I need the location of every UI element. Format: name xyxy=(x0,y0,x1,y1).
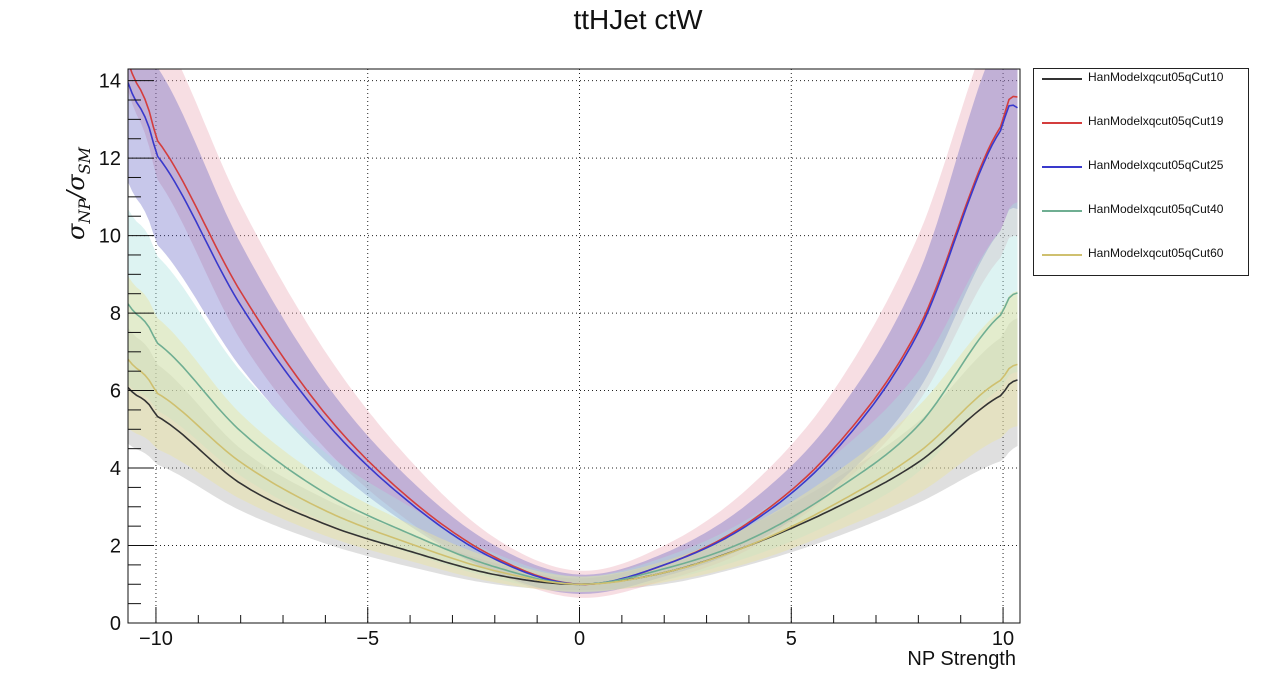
error-band xyxy=(128,276,1018,592)
plot-frame xyxy=(127,68,1021,624)
y-axis-label: σNP/σSM xyxy=(62,147,94,240)
error-band xyxy=(128,202,1018,592)
error-bands xyxy=(128,69,1018,598)
y-tick-label: 2 xyxy=(110,536,121,558)
y-tick-labels: 0 2 4 6 8 10 12 14 xyxy=(99,71,121,635)
x-tick-label: −10 xyxy=(139,628,173,650)
x-tick-label: 0 xyxy=(574,628,585,650)
series-lines xyxy=(128,69,1018,586)
legend-swatch xyxy=(1042,210,1082,212)
x-tick-label: −5 xyxy=(356,628,379,650)
x-axis-label: NP Strength xyxy=(907,648,1016,670)
axis-ticks xyxy=(128,80,1004,624)
error-band xyxy=(128,69,1018,598)
legend-swatch xyxy=(1042,254,1082,256)
y-tick-label: 14 xyxy=(99,71,121,93)
legend-swatch xyxy=(1042,78,1082,80)
y-tick-label: 4 xyxy=(110,458,121,480)
error-band xyxy=(128,69,1018,594)
legend-item: HanModelxqcut05qCut25 xyxy=(1034,157,1250,177)
legend-label: HanModelxqcut05qCut25 xyxy=(1088,158,1224,172)
legend-label: HanModelxqcut05qCut19 xyxy=(1088,114,1224,128)
x-tick-labels: −10 −5 0 5 10 xyxy=(139,628,1014,650)
chart-title: ttHJet ctW xyxy=(573,4,703,35)
x-tick-label: 5 xyxy=(786,628,797,650)
legend-item: HanModelxqcut05qCut40 xyxy=(1034,201,1250,221)
legend-item: HanModelxqcut05qCut60 xyxy=(1034,245,1250,265)
y-tick-label: 10 xyxy=(99,226,121,248)
legend-item: HanModelxqcut05qCut19 xyxy=(1034,113,1250,133)
y-tick-label: 0 xyxy=(110,613,121,635)
y-tick-label: 12 xyxy=(99,148,121,170)
legend: HanModelxqcut05qCut10 HanModelxqcut05qCu… xyxy=(1033,68,1249,276)
grid-lines xyxy=(128,69,1020,623)
legend-label: HanModelxqcut05qCut10 xyxy=(1088,70,1224,84)
y-tick-label: 8 xyxy=(110,303,121,325)
x-tick-label: 10 xyxy=(992,628,1014,650)
legend-label: HanModelxqcut05qCut60 xyxy=(1088,246,1224,260)
legend-swatch xyxy=(1042,166,1082,168)
legend-label: HanModelxqcut05qCut40 xyxy=(1088,202,1224,216)
legend-item: HanModelxqcut05qCut10 xyxy=(1034,69,1250,89)
legend-swatch xyxy=(1042,122,1082,124)
y-tick-label: 6 xyxy=(110,381,121,403)
series-line xyxy=(128,358,1018,586)
